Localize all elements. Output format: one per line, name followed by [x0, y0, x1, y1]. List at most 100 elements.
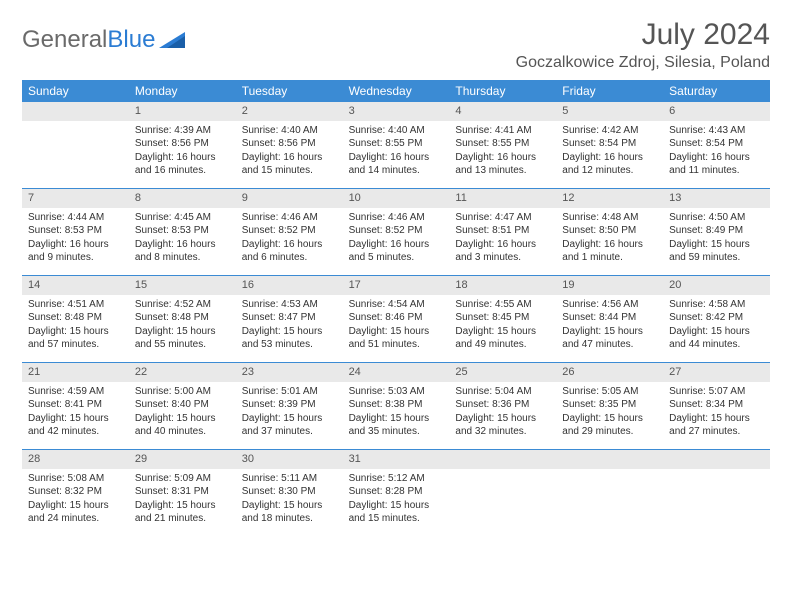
day-info-line: Sunrise: 5:03 AM: [349, 385, 444, 399]
day-info-line: Sunrise: 4:55 AM: [455, 298, 550, 312]
day-number: 22: [129, 363, 236, 382]
day-info-line: Daylight: 16 hours and 13 minutes.: [455, 151, 550, 178]
day-info-line: Sunset: 8:56 PM: [242, 137, 337, 151]
day-body: Sunrise: 4:43 AMSunset: 8:54 PMDaylight:…: [663, 121, 770, 182]
day-body: Sunrise: 5:04 AMSunset: 8:36 PMDaylight:…: [449, 382, 556, 443]
day-number: 6: [663, 102, 770, 121]
day-info-line: Daylight: 16 hours and 16 minutes.: [135, 151, 230, 178]
day-body: Sunrise: 4:53 AMSunset: 8:47 PMDaylight:…: [236, 295, 343, 356]
day-info-line: Sunset: 8:31 PM: [135, 485, 230, 499]
day-info-line: Sunrise: 5:05 AM: [562, 385, 657, 399]
day-info-line: Sunrise: 4:52 AM: [135, 298, 230, 312]
day-cell: 15Sunrise: 4:52 AMSunset: 8:48 PMDayligh…: [129, 276, 236, 362]
day-number: 2: [236, 102, 343, 121]
week-row: 28Sunrise: 5:08 AMSunset: 8:32 PMDayligh…: [22, 449, 770, 536]
day-cell: 21Sunrise: 4:59 AMSunset: 8:41 PMDayligh…: [22, 363, 129, 449]
day-number: 11: [449, 189, 556, 208]
day-body: [22, 121, 129, 128]
day-number: 4: [449, 102, 556, 121]
day-number: 12: [556, 189, 663, 208]
day-info-line: Sunrise: 5:08 AM: [28, 472, 123, 486]
day-number: 29: [129, 450, 236, 469]
day-info-line: Sunset: 8:51 PM: [455, 224, 550, 238]
day-number: [663, 450, 770, 469]
day-body: Sunrise: 5:00 AMSunset: 8:40 PMDaylight:…: [129, 382, 236, 443]
day-info-line: Daylight: 16 hours and 15 minutes.: [242, 151, 337, 178]
day-cell: 12Sunrise: 4:48 AMSunset: 8:50 PMDayligh…: [556, 189, 663, 275]
day-number: 30: [236, 450, 343, 469]
day-cell: 1 Sunrise: 4:39 AMSunset: 8:56 PMDaylight…: [129, 102, 236, 188]
day-info-line: Daylight: 16 hours and 9 minutes.: [28, 238, 123, 265]
day-info-line: Daylight: 15 hours and 15 minutes.: [349, 499, 444, 526]
dow-cell: Wednesday: [343, 80, 450, 102]
day-info-line: Daylight: 15 hours and 59 minutes.: [669, 238, 764, 265]
day-cell: 2Sunrise: 4:40 AMSunset: 8:56 PMDaylight…: [236, 102, 343, 188]
week-row: 1Sunrise: 4:39 AMSunset: 8:56 PMDaylight…: [22, 102, 770, 188]
day-info-line: Sunset: 8:46 PM: [349, 311, 444, 325]
day-body: Sunrise: 4:40 AMSunset: 8:56 PMDaylight:…: [236, 121, 343, 182]
title-block: July 2024 Goczalkowice Zdroj, Silesia, P…: [516, 18, 770, 72]
day-info-line: Sunrise: 4:42 AM: [562, 124, 657, 138]
day-info-line: Daylight: 16 hours and 11 minutes.: [669, 151, 764, 178]
day-body: Sunrise: 4:42 AMSunset: 8:54 PMDaylight:…: [556, 121, 663, 182]
day-cell: 27Sunrise: 5:07 AMSunset: 8:34 PMDayligh…: [663, 363, 770, 449]
day-info-line: Sunrise: 4:45 AM: [135, 211, 230, 225]
week-row: 7Sunrise: 4:44 AMSunset: 8:53 PMDaylight…: [22, 188, 770, 275]
day-cell: 17Sunrise: 4:54 AMSunset: 8:46 PMDayligh…: [343, 276, 450, 362]
day-number: [449, 450, 556, 469]
day-number: 31: [343, 450, 450, 469]
day-number: 27: [663, 363, 770, 382]
day-cell: 7Sunrise: 4:44 AMSunset: 8:53 PMDaylight…: [22, 189, 129, 275]
day-info-line: Sunset: 8:56 PM: [135, 137, 230, 151]
day-number: 20: [663, 276, 770, 295]
day-info-line: Sunrise: 4:44 AM: [28, 211, 123, 225]
day-info-line: Sunrise: 5:01 AM: [242, 385, 337, 399]
week-row: 21Sunrise: 4:59 AMSunset: 8:41 PMDayligh…: [22, 362, 770, 449]
day-number: 1: [129, 102, 236, 121]
day-info-line: Sunset: 8:36 PM: [455, 398, 550, 412]
day-info-line: Daylight: 16 hours and 5 minutes.: [349, 238, 444, 265]
day-info-line: Sunset: 8:54 PM: [562, 137, 657, 151]
logo: GeneralBlue: [22, 26, 187, 54]
logo-text-1: General: [22, 26, 107, 54]
day-cell: 10Sunrise: 4:46 AMSunset: 8:52 PMDayligh…: [343, 189, 450, 275]
day-body: Sunrise: 4:55 AMSunset: 8:45 PMDaylight:…: [449, 295, 556, 356]
day-cell: 29Sunrise: 5:09 AMSunset: 8:31 PMDayligh…: [129, 450, 236, 536]
day-info-line: Sunrise: 4:48 AM: [562, 211, 657, 225]
day-info-line: Daylight: 15 hours and 37 minutes.: [242, 412, 337, 439]
day-info-line: Sunrise: 4:43 AM: [669, 124, 764, 138]
day-info-line: Sunset: 8:30 PM: [242, 485, 337, 499]
day-body: [663, 469, 770, 476]
day-info-line: Sunrise: 4:56 AM: [562, 298, 657, 312]
day-body: Sunrise: 5:11 AMSunset: 8:30 PMDaylight:…: [236, 469, 343, 530]
day-info-line: Sunrise: 5:11 AM: [242, 472, 337, 486]
day-info-line: Sunset: 8:44 PM: [562, 311, 657, 325]
day-body: Sunrise: 4:52 AMSunset: 8:48 PMDaylight:…: [129, 295, 236, 356]
day-info-line: Daylight: 15 hours and 47 minutes.: [562, 325, 657, 352]
day-body: Sunrise: 4:54 AMSunset: 8:46 PMDaylight:…: [343, 295, 450, 356]
day-info-line: Daylight: 15 hours and 57 minutes.: [28, 325, 123, 352]
day-body: Sunrise: 4:46 AMSunset: 8:52 PMDaylight:…: [236, 208, 343, 269]
day-info-line: Sunrise: 4:54 AM: [349, 298, 444, 312]
day-body: Sunrise: 5:03 AMSunset: 8:38 PMDaylight:…: [343, 382, 450, 443]
day-cell: 13Sunrise: 4:50 AMSunset: 8:49 PMDayligh…: [663, 189, 770, 275]
month-title: July 2024: [516, 18, 770, 52]
day-info-line: Daylight: 16 hours and 8 minutes.: [135, 238, 230, 265]
day-number: 8: [129, 189, 236, 208]
day-of-week-header: SundayMondayTuesdayWednesdayThursdayFrid…: [22, 80, 770, 102]
day-info-line: Sunrise: 4:46 AM: [242, 211, 337, 225]
day-body: Sunrise: 4:40 AMSunset: 8:55 PMDaylight:…: [343, 121, 450, 182]
day-number: 5: [556, 102, 663, 121]
day-number: 18: [449, 276, 556, 295]
day-info-line: Sunset: 8:40 PM: [135, 398, 230, 412]
location-line: Goczalkowice Zdroj, Silesia, Poland: [516, 54, 770, 72]
day-number: 25: [449, 363, 556, 382]
day-info-line: Daylight: 16 hours and 1 minute.: [562, 238, 657, 265]
day-cell: 11Sunrise: 4:47 AMSunset: 8:51 PMDayligh…: [449, 189, 556, 275]
day-number: 14: [22, 276, 129, 295]
day-info-line: Daylight: 16 hours and 14 minutes.: [349, 151, 444, 178]
day-cell: 9Sunrise: 4:46 AMSunset: 8:52 PMDaylight…: [236, 189, 343, 275]
calendar: SundayMondayTuesdayWednesdayThursdayFrid…: [22, 80, 770, 536]
day-info-line: Daylight: 15 hours and 55 minutes.: [135, 325, 230, 352]
day-info-line: Sunrise: 4:39 AM: [135, 124, 230, 138]
